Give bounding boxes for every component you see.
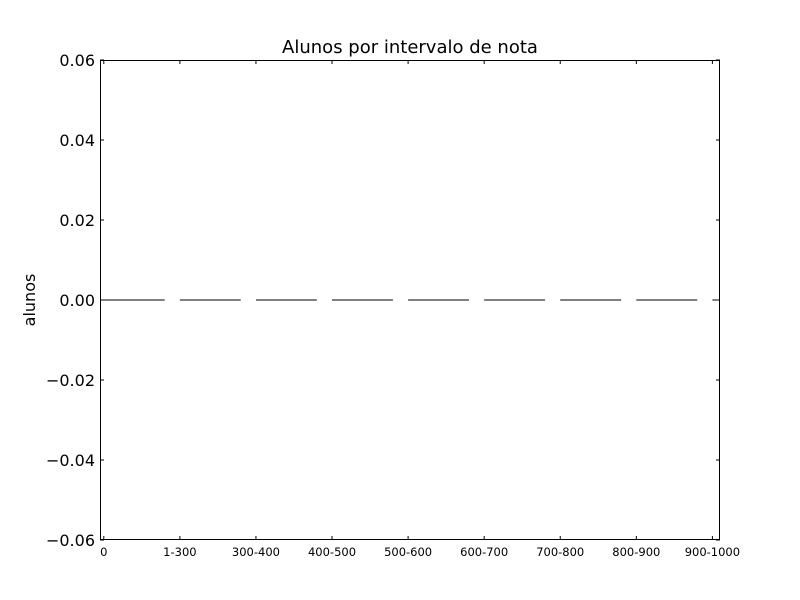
y-tick-label: 0.04	[59, 131, 95, 150]
y-tick-label: 0.02	[59, 211, 95, 230]
bar-2	[255, 299, 317, 301]
x-tick-label: 800-900	[612, 545, 660, 559]
x-tick-label: 300-400	[232, 545, 280, 559]
bar-7	[636, 299, 698, 301]
plot-area-frame	[100, 60, 720, 540]
bar-1	[179, 299, 241, 301]
x-axis-ticks: 0 1-300 300-400 400-500 500-600 600-700 700-80…	[100, 60, 740, 559]
bar-5	[484, 299, 546, 301]
x-tick-label: 400-500	[308, 545, 356, 559]
y-tick-label: 0.06	[59, 51, 95, 70]
x-tick-label: 600-700	[460, 545, 508, 559]
x-tick-label: 900-1000	[685, 545, 740, 559]
x-tick-label: 500-600	[384, 545, 432, 559]
y-axis-ticks: 0.06 0.04 0.02 0.00 −0.02 −0.04 −0.06	[46, 51, 720, 550]
bar-3	[332, 299, 393, 301]
y-tick-label: −0.06	[46, 531, 95, 550]
chart-title: Alunos por intervalo de nota	[282, 37, 538, 58]
bar-4	[408, 299, 469, 301]
bar-series	[103, 299, 720, 301]
y-tick-label: 0.00	[59, 291, 95, 310]
x-tick-label: 0	[100, 545, 107, 559]
y-tick-label: −0.02	[46, 371, 95, 390]
bar-6	[560, 299, 622, 301]
x-tick-label: 1-300	[163, 545, 196, 559]
y-axis-label: alunos	[20, 274, 39, 327]
x-tick-label: 700-800	[536, 545, 584, 559]
y-tick-label: −0.04	[46, 451, 95, 470]
bar-0	[103, 299, 165, 301]
